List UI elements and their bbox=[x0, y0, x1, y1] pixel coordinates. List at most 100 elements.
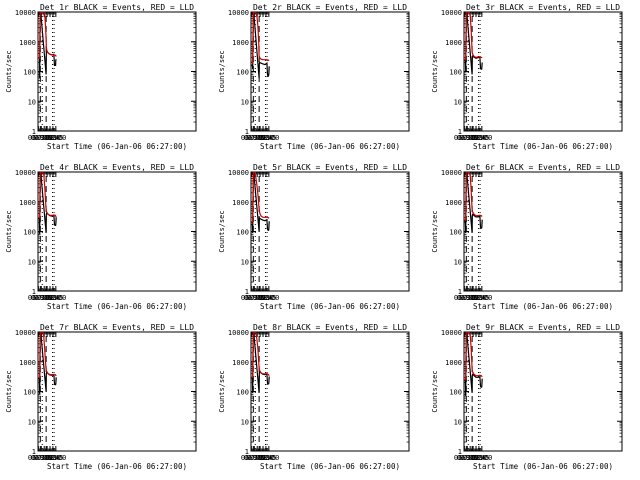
x-tick-label: 07:15 bbox=[37, 134, 58, 142]
x-tick-label: 07:00 bbox=[247, 134, 268, 142]
x-tick-label: 08:00 bbox=[471, 454, 492, 462]
y-axis-label: Counts/sec bbox=[5, 370, 13, 412]
x-tick-label: 07:45 bbox=[42, 134, 63, 142]
panel: Det 2r BLACK = Events, RED = LLD 1 10 100 10… bbox=[218, 3, 410, 151]
panel: Det 1r BLACK = Events, RED = LLD 1 10 100 10… bbox=[5, 3, 197, 151]
x-axis-label: Start Time (06-Jan-06 06:27:00) bbox=[473, 302, 613, 311]
y-tick-label: 100 bbox=[236, 229, 249, 237]
x-axis-label: Start Time (06-Jan-06 06:27:00) bbox=[47, 302, 187, 311]
x-tick-label: 07:15 bbox=[250, 134, 271, 142]
y-tick-label: 10 bbox=[454, 258, 462, 266]
x-tick-label: 06:45 bbox=[457, 134, 478, 142]
y-tick-label: 10 bbox=[241, 258, 249, 266]
y-tick-label: 1 bbox=[245, 448, 249, 456]
x-tick-label: 07:30 bbox=[39, 454, 60, 462]
x-tick-label: 07:30 bbox=[39, 294, 60, 302]
y-tick-label: 10000 bbox=[228, 9, 249, 17]
y-tick-label: 10000 bbox=[15, 169, 36, 177]
x-tick-label: 07:15 bbox=[250, 454, 271, 462]
y-tick-label: 10000 bbox=[441, 169, 462, 177]
y-tick-label: 10 bbox=[241, 418, 249, 426]
panel: Det 6r BLACK = Events, RED = LLD 1 10 100 10… bbox=[431, 163, 623, 311]
y-tick-label: 1000 bbox=[232, 39, 249, 47]
panel: Det 7r BLACK = Events, RED = LLD 1 10 100 10… bbox=[5, 323, 197, 471]
x-tick-label: 07:45 bbox=[255, 294, 276, 302]
y-tick-label: 1 bbox=[32, 288, 36, 296]
x-tick-label: 07:00 bbox=[34, 454, 55, 462]
chart-title: Det 4r BLACK = Events, RED = LLD bbox=[40, 163, 194, 172]
x-tick-label: 07:30 bbox=[39, 134, 60, 142]
x-tick-label: 07:45 bbox=[42, 294, 63, 302]
x-tick-label: 06:30 bbox=[454, 294, 475, 302]
y-tick-label: 10000 bbox=[228, 169, 249, 177]
series-line bbox=[38, 332, 57, 379]
x-tick-label: 06:45 bbox=[457, 454, 478, 462]
x-axis-label: Start Time (06-Jan-06 06:27:00) bbox=[473, 142, 613, 151]
x-tick-label: 07:30 bbox=[252, 294, 273, 302]
x-tick-label: 07:30 bbox=[465, 454, 486, 462]
axes-frame bbox=[250, 11, 410, 132]
series-line bbox=[464, 172, 483, 221]
y-tick-label: 1 bbox=[458, 448, 462, 456]
x-tick-label: 07:15 bbox=[463, 454, 484, 462]
x-axis-label: Start Time (06-Jan-06 06:27:00) bbox=[47, 142, 187, 151]
y-axis-label: Counts/sec bbox=[218, 50, 226, 92]
chart-title: Det 8r BLACK = Events, RED = LLD bbox=[253, 323, 407, 332]
x-tick-label: 07:30 bbox=[465, 294, 486, 302]
y-tick-label: 1000 bbox=[232, 359, 249, 367]
x-tick-label: 07:45 bbox=[468, 134, 489, 142]
y-tick-label: 100 bbox=[23, 229, 36, 237]
x-tick-label: 07:45 bbox=[42, 454, 63, 462]
y-tick-label: 1 bbox=[458, 128, 462, 136]
y-tick-label: 1000 bbox=[445, 39, 462, 47]
x-tick-label: 07:15 bbox=[250, 294, 271, 302]
x-axis-label: Start Time (06-Jan-06 06:27:00) bbox=[260, 302, 400, 311]
x-tick-label: 08:00 bbox=[471, 134, 492, 142]
x-tick-label: 07:30 bbox=[252, 454, 273, 462]
x-tick-label: 07:45 bbox=[255, 134, 276, 142]
x-tick-label: 06:30 bbox=[241, 454, 262, 462]
y-tick-label: 10 bbox=[454, 98, 462, 106]
y-tick-label: 1000 bbox=[232, 199, 249, 207]
x-tick-label: 06:30 bbox=[28, 294, 49, 302]
axes-frame bbox=[37, 331, 197, 452]
x-tick-label: 06:30 bbox=[241, 294, 262, 302]
panel: Det 4r BLACK = Events, RED = LLD 1 10 100 10… bbox=[5, 163, 197, 311]
series-line bbox=[251, 12, 270, 64]
series-line bbox=[464, 12, 483, 61]
y-axis-label: Counts/sec bbox=[431, 210, 439, 252]
chart-title: Det 3r BLACK = Events, RED = LLD bbox=[466, 3, 620, 12]
x-tick-label: 07:00 bbox=[247, 454, 268, 462]
panel: Det 9r BLACK = Events, RED = LLD 1 10 100 10… bbox=[431, 323, 623, 471]
y-tick-label: 10 bbox=[28, 98, 36, 106]
x-tick-label: 06:45 bbox=[31, 454, 52, 462]
x-tick-label: 06:30 bbox=[454, 454, 475, 462]
x-tick-label: 06:30 bbox=[454, 134, 475, 142]
y-tick-label: 1000 bbox=[19, 359, 36, 367]
x-tick-label: 08:00 bbox=[471, 294, 492, 302]
x-tick-label: 07:45 bbox=[468, 454, 489, 462]
x-tick-label: 07:00 bbox=[34, 294, 55, 302]
chart-title: Det 9r BLACK = Events, RED = LLD bbox=[466, 323, 620, 332]
y-tick-label: 10000 bbox=[441, 329, 462, 337]
x-axis-label: Start Time (06-Jan-06 06:27:00) bbox=[47, 462, 187, 471]
series-line bbox=[251, 332, 270, 378]
x-tick-label: 06:45 bbox=[31, 134, 52, 142]
y-tick-label: 1000 bbox=[445, 199, 462, 207]
x-tick-label: 08:00 bbox=[258, 134, 279, 142]
y-tick-label: 10 bbox=[28, 258, 36, 266]
y-tick-label: 10 bbox=[454, 418, 462, 426]
x-tick-label: 07:15 bbox=[463, 134, 484, 142]
y-tick-label: 100 bbox=[449, 69, 462, 77]
x-tick-label: 08:00 bbox=[45, 454, 66, 462]
axes-frame bbox=[463, 331, 623, 452]
x-tick-label: 08:00 bbox=[258, 454, 279, 462]
y-tick-label: 100 bbox=[449, 389, 462, 397]
x-tick-label: 07:00 bbox=[247, 294, 268, 302]
panel: Det 8r BLACK = Events, RED = LLD 1 10 100 10… bbox=[218, 323, 410, 471]
x-tick-label: 07:15 bbox=[37, 454, 58, 462]
y-axis-label: Counts/sec bbox=[218, 210, 226, 252]
y-tick-label: 10000 bbox=[228, 329, 249, 337]
axes-frame bbox=[250, 331, 410, 452]
y-tick-label: 10000 bbox=[441, 9, 462, 17]
